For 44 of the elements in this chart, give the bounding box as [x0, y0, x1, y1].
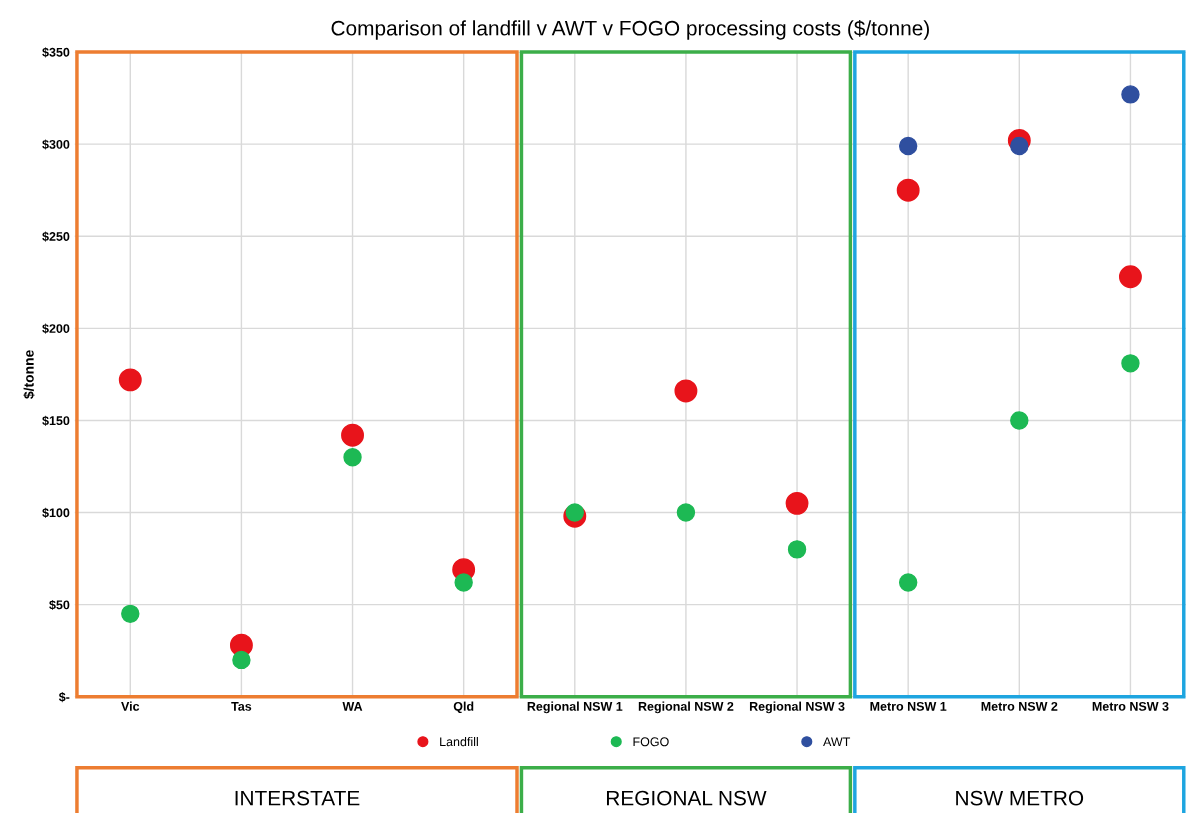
point: [1010, 411, 1029, 430]
x-tick-label: Metro NSW 2: [981, 701, 1058, 711]
y-tick-label: $200: [42, 323, 70, 334]
point: [341, 423, 364, 447]
point: [121, 604, 140, 624]
text: NSW METRO: [956, 790, 1084, 806]
point: [232, 650, 251, 670]
point: [896, 178, 920, 202]
y-tick-label: $-: [58, 691, 70, 703]
text: INTERSTATE: [235, 790, 360, 806]
x-tick-label: Qld: [453, 701, 474, 714]
x-tick-label: Metro NSW 1: [870, 701, 947, 711]
x-tick-label: Tas: [231, 702, 252, 711]
y-axis-title: $/tonne: [23, 350, 35, 399]
point: [787, 540, 807, 559]
point: [118, 368, 142, 392]
point: [898, 136, 918, 156]
y-tick-label: $100: [42, 507, 70, 518]
y-tick-label: $300: [42, 139, 70, 150]
y-tick-label: $350: [42, 47, 70, 58]
point: [1121, 85, 1140, 104]
x-tick-label: Regional NSW 3: [749, 701, 845, 714]
point: [785, 491, 809, 515]
point: [676, 503, 696, 522]
point: [898, 573, 918, 592]
point: [1118, 265, 1142, 289]
y-tick-label: $150: [42, 415, 70, 426]
point: [1010, 136, 1029, 156]
x-tick-label: Metro NSW 3: [1092, 701, 1169, 711]
point: [1121, 354, 1140, 373]
chart-title: Comparison of landfill v AWT v FOGO processing costs ($/tonne): [331, 19, 929, 40]
text: REGIONAL NSW: [606, 790, 767, 806]
y-tick-label: $250: [42, 231, 70, 242]
legend-label: FOGO: [633, 737, 669, 747]
x-tick-label: WA: [342, 702, 363, 711]
x-tick-label: Regional NSW 2: [638, 701, 734, 714]
point: [343, 448, 362, 467]
x-tick-label: Regional NSW 1: [527, 701, 623, 714]
x-tick-label: Vic: [121, 701, 140, 711]
point: [454, 573, 473, 592]
y-tick-label: $50: [49, 599, 70, 611]
legend-label: AWT: [823, 737, 851, 747]
legend-label: Landfill: [440, 737, 478, 747]
point: [674, 379, 698, 403]
